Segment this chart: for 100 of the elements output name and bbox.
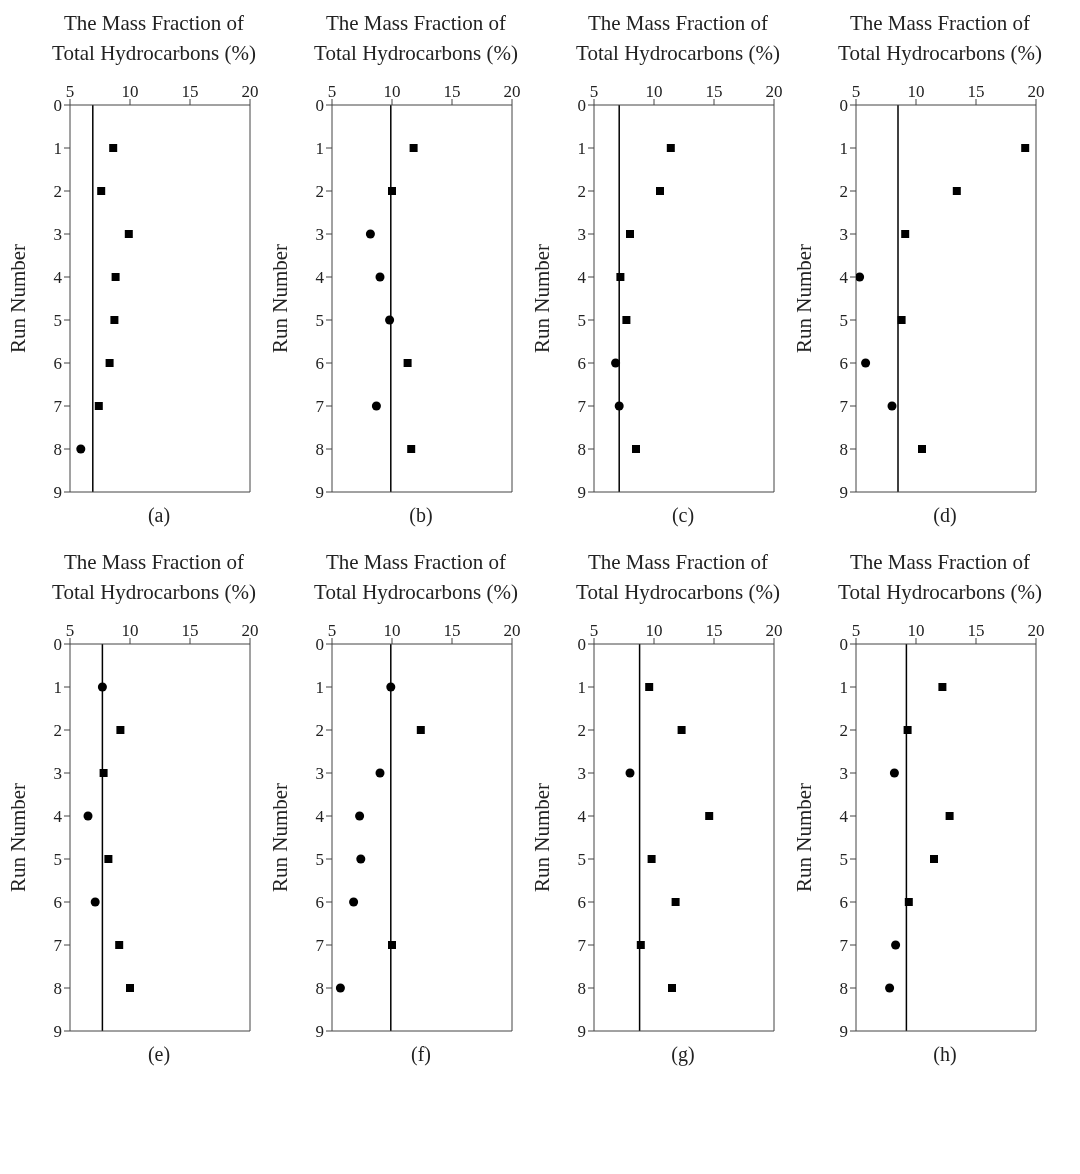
x-tick-label: 5 <box>65 82 75 101</box>
y-tick-label: 1 <box>53 678 62 698</box>
point <box>930 855 938 863</box>
point <box>104 855 113 863</box>
y-tick-label: 5 <box>315 850 324 870</box>
y-tick-label: 4 <box>577 807 587 827</box>
x-axis-title: The Mass Fraction of Total Hydrocarbons (%) <box>837 549 1043 606</box>
y-tick-label: 9 <box>839 483 848 503</box>
y-tick-label: 3 <box>577 225 586 245</box>
x-tick-label: 10 <box>907 82 925 101</box>
x-tick-label: 20 <box>503 82 521 101</box>
point <box>632 445 640 453</box>
text: (c) <box>671 504 695 527</box>
y-tick-label: 4 <box>577 268 587 288</box>
y-tick-label: 1 <box>315 678 324 698</box>
x-tick-label: 20 <box>1027 82 1045 101</box>
y-tick-label: 4 <box>839 268 849 288</box>
y-tick-label: 2 <box>839 721 848 741</box>
point <box>901 230 910 238</box>
x-axis-title: The Mass Fraction of Total Hydrocarbons (%) <box>837 10 1043 67</box>
y-tick-label: 4 <box>53 268 63 288</box>
text: (a) <box>147 504 171 527</box>
point <box>97 187 106 195</box>
y-axis-title: Run Number <box>530 243 555 354</box>
y-tick-label: 3 <box>577 764 586 784</box>
y-tick-label: 6 <box>315 893 324 913</box>
x-tick-label: 15 <box>443 82 461 101</box>
y-tick-label: 6 <box>577 354 586 374</box>
point <box>945 812 954 820</box>
x-tick-label: 20 <box>765 82 783 101</box>
y-tick-label: 8 <box>53 440 62 460</box>
y-tick-label: 2 <box>315 182 324 202</box>
y-axis-title: Run Number <box>6 782 31 893</box>
y-axis-title: Run Number <box>268 243 293 354</box>
point <box>388 941 396 949</box>
x-axis-title: The Mass Fraction of Total Hydrocarbons (%) <box>313 549 519 606</box>
point <box>355 811 365 821</box>
x-tick-label: 10 <box>383 82 401 101</box>
x-axis-title: The Mass Fraction of Total Hydrocarbons (%) <box>51 549 257 606</box>
x-axis-title: The Mass Fraction of Total Hydrocarbons (%) <box>51 10 257 67</box>
y-tick-label: 5 <box>839 311 848 331</box>
y-tick-label: 2 <box>577 721 586 741</box>
y-tick-label: 6 <box>577 893 586 913</box>
text: (e) <box>147 1043 171 1066</box>
point <box>938 683 947 691</box>
y-tick-label: 0 <box>839 635 848 655</box>
x-tick-label: 10 <box>121 621 139 640</box>
point <box>416 726 425 734</box>
point <box>356 854 366 864</box>
y-tick-label: 9 <box>53 1022 62 1042</box>
point <box>407 445 416 453</box>
y-tick-label: 9 <box>577 1022 586 1042</box>
x-tick-label: 5 <box>65 621 75 640</box>
y-tick-label: 2 <box>315 721 324 741</box>
text: (f) <box>411 1043 431 1066</box>
point <box>388 187 396 195</box>
y-axis-title: Run Number <box>792 782 817 893</box>
point <box>622 316 631 324</box>
x-tick-label: 20 <box>241 82 259 101</box>
x-axis-title: The Mass Fraction of Total Hydrocarbons (%) <box>575 10 781 67</box>
point <box>891 940 901 950</box>
x-tick-label: 15 <box>443 621 461 640</box>
y-tick-label: 7 <box>577 397 587 417</box>
point <box>83 811 93 821</box>
point <box>856 272 865 282</box>
y-tick-label: 1 <box>839 139 848 159</box>
point <box>105 359 114 367</box>
point <box>625 768 635 778</box>
y-tick-label: 6 <box>53 354 62 374</box>
y-tick-label: 7 <box>839 936 849 956</box>
point <box>626 230 634 238</box>
text: (h) <box>933 1043 957 1066</box>
point <box>952 187 961 195</box>
y-tick-label: 4 <box>839 807 849 827</box>
y-tick-label: 7 <box>577 936 587 956</box>
point <box>636 941 645 949</box>
x-tick-label: 15 <box>967 621 985 640</box>
x-tick-label: 15 <box>705 82 723 101</box>
y-tick-label: 0 <box>315 96 324 116</box>
y-tick-label: 0 <box>577 96 586 116</box>
point <box>668 984 676 992</box>
x-axis-title: The Mass Fraction of Total Hydrocarbons (%) <box>575 549 781 606</box>
point <box>889 768 899 778</box>
x-tick-label: 5 <box>589 621 599 640</box>
point <box>616 273 625 281</box>
y-tick-label: 0 <box>53 635 62 655</box>
y-tick-label: 3 <box>53 764 62 784</box>
y-tick-label: 0 <box>53 96 62 116</box>
point <box>385 315 395 325</box>
y-tick-label: 5 <box>315 311 324 331</box>
x-tick-label: 15 <box>181 621 199 640</box>
point <box>371 401 381 411</box>
text: (b) <box>409 504 433 527</box>
y-tick-label: 7 <box>315 397 325 417</box>
point <box>76 444 86 454</box>
y-tick-label: 8 <box>577 979 586 999</box>
y-tick-label: 2 <box>53 182 62 202</box>
y-tick-label: 0 <box>315 635 324 655</box>
y-tick-label: 2 <box>577 182 586 202</box>
y-tick-label: 3 <box>839 764 848 784</box>
